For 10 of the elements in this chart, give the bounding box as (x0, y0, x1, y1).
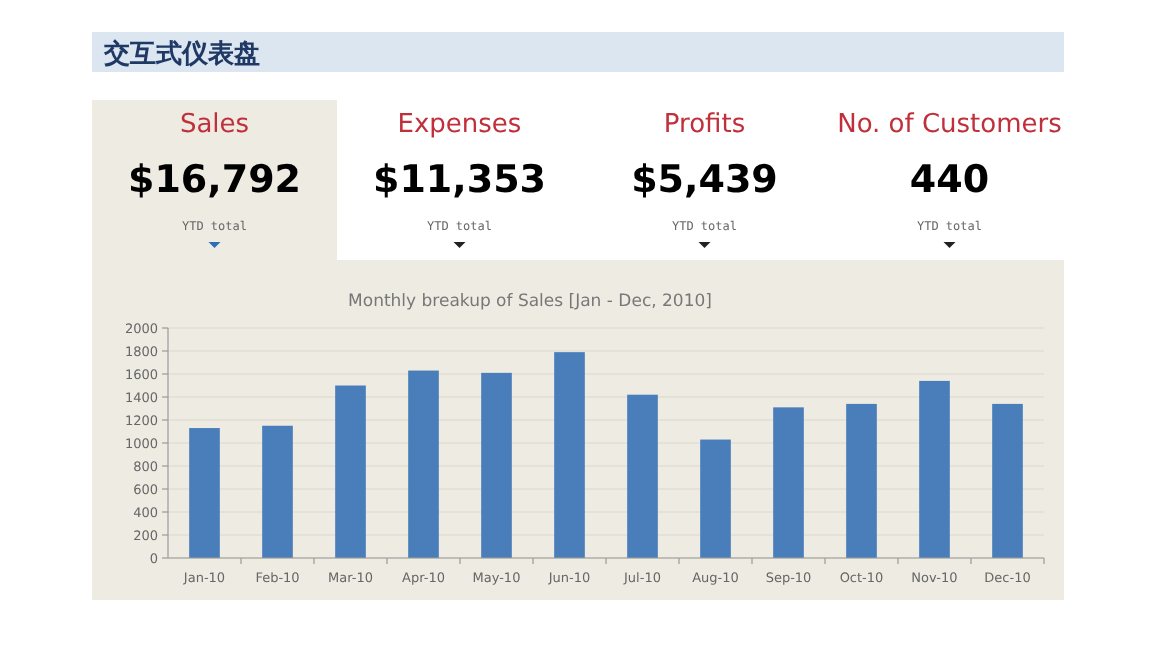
text: $5,439 (631, 158, 778, 202)
text: No. of Customers (837, 110, 1063, 140)
text: Expenses (397, 110, 522, 140)
text: Sales (179, 110, 250, 140)
chart-title: Monthly breakup of Sales [Jan - Dec, 2010] (348, 292, 712, 312)
text: $11,353 (372, 158, 547, 202)
text: 交互式仪表盘 (102, 38, 260, 68)
text: $16,792 (127, 158, 302, 202)
text: 440 (909, 158, 990, 202)
text: Profits (663, 110, 746, 140)
